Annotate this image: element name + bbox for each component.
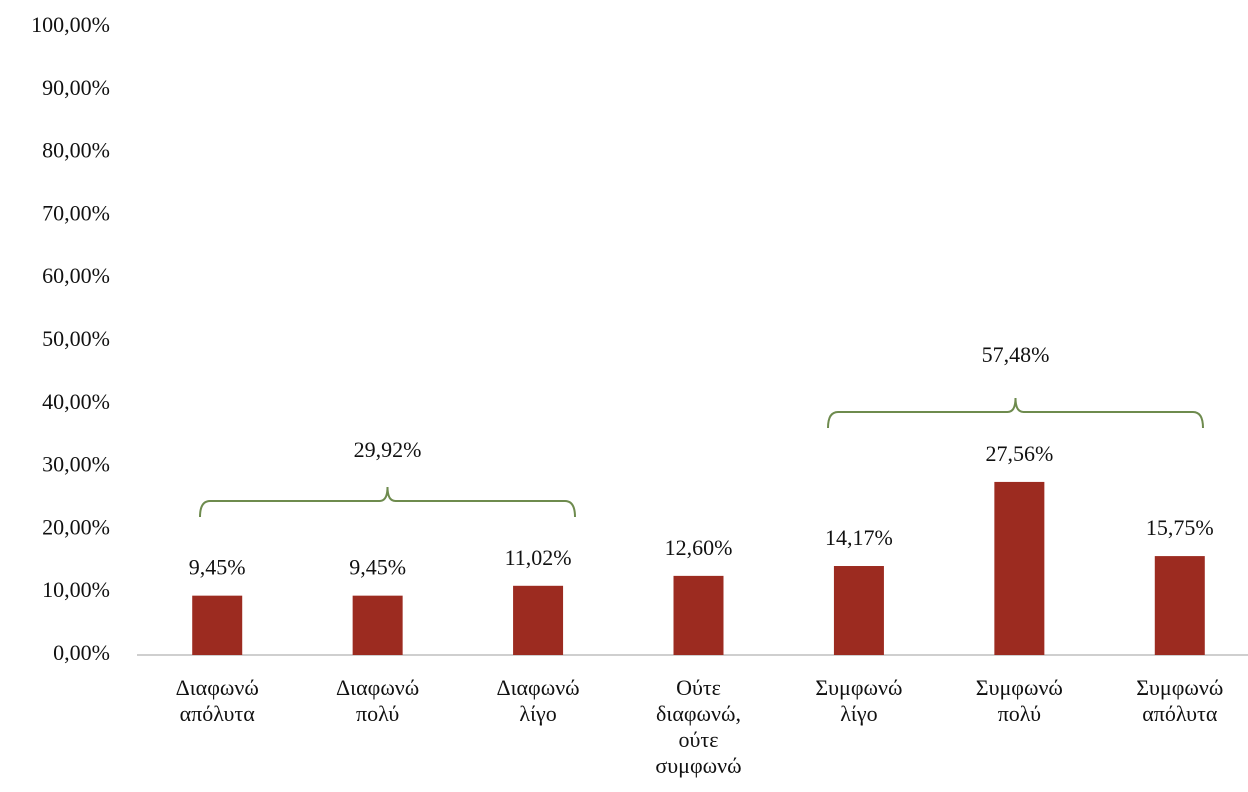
y-tick-label: 20,00%	[42, 514, 110, 539]
y-tick-label: 10,00%	[42, 577, 110, 602]
x-tick-label: Συμφωνώ απόλυτα	[1136, 675, 1223, 726]
value-label: 27,56%	[985, 441, 1053, 466]
value-label: 11,02%	[505, 545, 572, 570]
x-tick-label: Διαφωνώ πολύ	[336, 675, 419, 726]
bar	[352, 595, 403, 655]
value-label: 12,60%	[665, 535, 733, 560]
value-label: 15,75%	[1146, 515, 1214, 540]
y-tick-label: 60,00%	[42, 263, 110, 288]
bar	[1154, 556, 1205, 655]
y-tick-label: 30,00%	[42, 452, 110, 477]
bar	[994, 481, 1045, 655]
x-tick-label: Συμφωνώ λίγο	[815, 675, 902, 726]
bar	[513, 585, 564, 655]
bracket	[827, 397, 1204, 429]
x-tick-label: Συμφωνώ πολύ	[976, 675, 1063, 726]
annotation: 57,48%	[982, 342, 1050, 367]
value-label: 9,45%	[349, 555, 406, 580]
y-tick-label: 100,00%	[31, 12, 110, 37]
x-tick-label: Ούτε διαφωνώ, ούτε συμφωνώ	[655, 675, 741, 778]
y-tick-label: 0,00%	[53, 640, 110, 665]
value-label: 14,17%	[825, 525, 893, 550]
y-tick-label: 40,00%	[42, 389, 110, 414]
bar	[192, 595, 243, 655]
x-tick-label: Διαφωνώ λίγο	[496, 675, 579, 726]
bar	[673, 575, 724, 655]
y-tick-label: 80,00%	[42, 138, 110, 163]
y-tick-label: 70,00%	[42, 200, 110, 225]
x-tick-label: Διαφωνώ απόλυτα	[176, 675, 259, 726]
y-tick-label: 50,00%	[42, 326, 110, 351]
bar	[833, 566, 884, 655]
bracket	[199, 486, 576, 518]
annotation: 29,92%	[354, 437, 422, 462]
y-tick-label: 90,00%	[42, 75, 110, 100]
value-label: 9,45%	[189, 555, 246, 580]
